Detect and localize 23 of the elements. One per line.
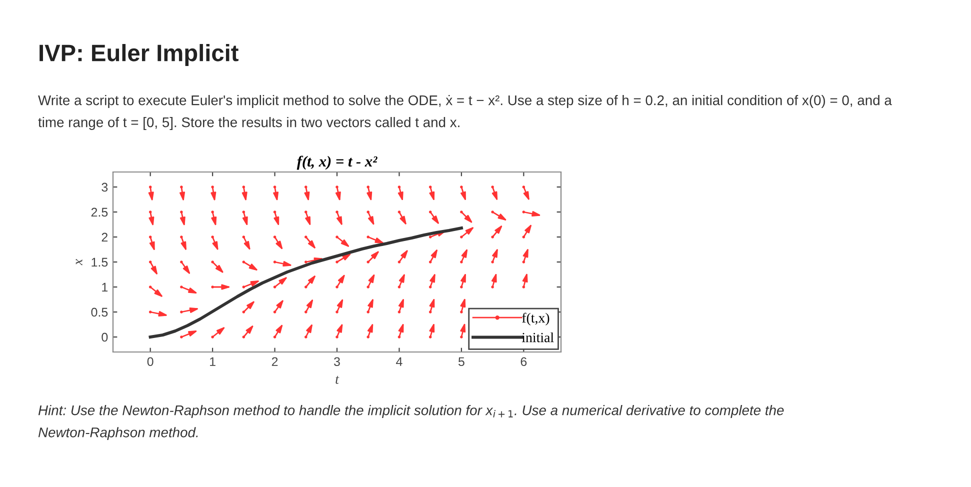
- y-tick-label: 2: [102, 232, 108, 242]
- x-tick-label: 5: [458, 357, 464, 366]
- x-tick-label: 2: [272, 357, 278, 366]
- x-tick-label: 4: [396, 357, 402, 366]
- x-tick-label: 0: [147, 357, 154, 366]
- y-axis-title: x: [76, 259, 82, 266]
- y-tick-label: 1.5: [92, 258, 108, 267]
- legend-label: f(t,x): [522, 312, 550, 326]
- x-tick-label: 6: [520, 357, 527, 366]
- y-tick-label: 3: [102, 182, 108, 192]
- y-tick-label: 0.5: [91, 308, 108, 317]
- x-tick-label: 3: [334, 357, 340, 366]
- x-axis-title: t: [336, 376, 340, 384]
- y-tick-label: 2.5: [91, 208, 108, 217]
- y-tick-label: 0: [102, 332, 108, 342]
- chart-subtitle: Write a script to execute Euler's implicit method to solve the ODE, ẋ = t − x². Use a step size of h = 0.2, an initial condition of x(0) = 0, and a time range of t = [0, 5]. Store the results in two vectors called t and x.: [38, 95, 892, 130]
- line-series: [148, 226, 463, 339]
- legend-label: initial: [522, 332, 554, 342]
- x-tick-label: 1: [210, 357, 216, 366]
- y-tick-label: 1: [102, 282, 108, 292]
- chart-title: IVP: Euler Implicit: [40, 44, 238, 66]
- text: Hint: Use the Newton-Raphson method to handle the implicit solution for x$_{i+1}$. Use a numerical derivative to complete the Newton-Raphson method.: [38, 405, 784, 440]
- text: f(t, x) = t - x²: [296, 156, 378, 170]
